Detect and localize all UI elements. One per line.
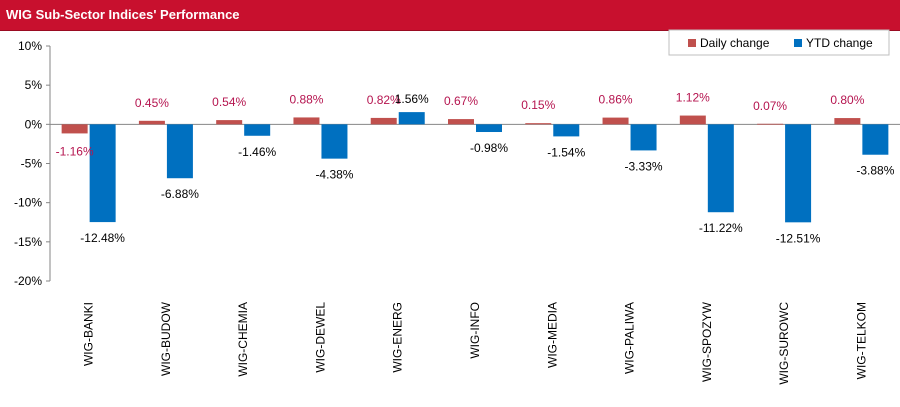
legend-swatch-ytd [794, 39, 802, 47]
y-tick-label: -5% [21, 157, 43, 171]
x-category-label: WIG-TELKOM [854, 302, 868, 379]
legend-swatch-daily [688, 39, 696, 47]
bar-ytd-change [785, 124, 812, 223]
ytd-data-label: -3.88% [856, 164, 894, 178]
bar-ytd-change [89, 124, 116, 223]
daily-data-label: 0.82% [367, 93, 401, 107]
daily-data-label: 0.88% [289, 92, 323, 106]
legend-label-daily: Daily change [700, 36, 770, 50]
bar-ytd-change [553, 124, 580, 137]
legend-box [668, 29, 890, 56]
y-tick-label: -20% [14, 274, 42, 288]
bar-ytd-change [244, 124, 271, 136]
daily-data-label: 0.07% [753, 99, 787, 113]
bar-ytd-change [166, 124, 193, 179]
daily-data-label: 0.80% [830, 93, 864, 107]
x-category-label: WIG-MEDIA [545, 302, 559, 368]
ytd-data-label: -11.22% [699, 221, 743, 235]
y-tick-label: 10% [18, 39, 42, 53]
y-tick-label: -15% [14, 235, 42, 249]
daily-data-label: 0.45% [135, 96, 169, 110]
y-tick-label: -10% [14, 196, 42, 210]
ytd-data-label: 1.56% [395, 92, 429, 106]
bar-ytd-change [321, 124, 348, 159]
x-category-label: WIG-SPOZYW [700, 301, 714, 382]
bar-daily-change [757, 123, 784, 125]
bar-ytd-change [476, 124, 502, 133]
bar-ytd-change [862, 124, 889, 155]
y-tick-label: 5% [25, 78, 43, 92]
x-category-label: WIG-SUROWC [777, 302, 791, 385]
daily-data-label: 0.15% [521, 98, 555, 112]
daily-data-label: 1.12% [676, 91, 710, 105]
x-category-label: WIG-INFO [468, 302, 482, 359]
daily-data-label: 0.54% [212, 95, 246, 109]
x-category-label: WIG-CHEMIA [236, 302, 250, 377]
daily-data-label: -1.16% [56, 144, 94, 158]
y-tick-label: 0% [25, 117, 43, 131]
bar-daily-change [370, 117, 397, 125]
x-category-label: WIG-PALIWA [623, 302, 637, 374]
bar-daily-change [602, 117, 629, 125]
daily-data-label: 0.86% [599, 93, 633, 107]
bar-daily-change [834, 118, 861, 125]
ytd-data-label: -6.88% [161, 187, 199, 201]
ytd-data-label: -0.98% [470, 141, 508, 155]
ytd-data-label: -4.38% [315, 168, 353, 182]
ytd-data-label: -1.54% [547, 145, 585, 159]
bar-daily-change [679, 115, 706, 125]
ytd-data-label: -12.51% [776, 231, 821, 245]
x-category-label: WIG-ENERG [391, 302, 405, 373]
bar-daily-change [525, 123, 552, 125]
bar-daily-change [61, 124, 88, 134]
x-category-label: WIG-BANKI [82, 302, 96, 366]
bar-ytd-change [630, 124, 657, 151]
ytd-data-label: -1.46% [238, 145, 276, 159]
bar-daily-change [448, 119, 474, 125]
legend-label-ytd: YTD change [806, 36, 873, 50]
ytd-data-label: -12.48% [80, 231, 125, 245]
bar-daily-change [293, 117, 320, 125]
title-bar: WIG Sub-Sector Indices' Performance [0, 0, 900, 31]
bar-daily-change [138, 120, 165, 125]
ytd-data-label: -3.33% [625, 159, 663, 173]
chart-title: WIG Sub-Sector Indices' Performance [6, 7, 240, 22]
bar-ytd-change [398, 112, 425, 125]
daily-data-label: 0.67% [444, 94, 478, 108]
x-category-label: WIG-BUDOW [159, 301, 173, 376]
bar-ytd-change [707, 124, 734, 213]
x-category-label: WIG-DEWEL [313, 302, 327, 373]
bar-daily-change [216, 120, 243, 125]
